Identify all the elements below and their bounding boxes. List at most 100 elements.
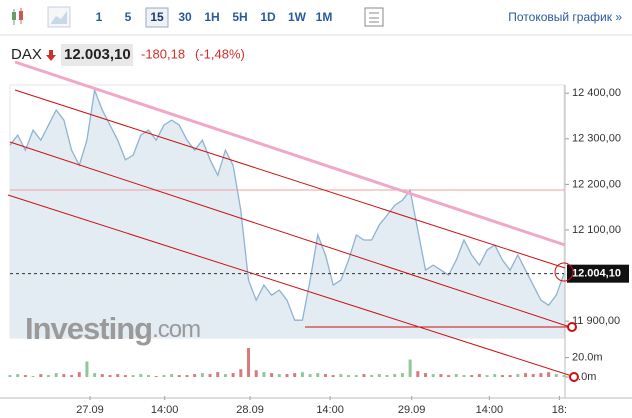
symbol: DAX xyxy=(11,46,42,63)
volume-bar xyxy=(46,375,50,377)
volume-bar xyxy=(362,374,366,377)
interval-button[interactable]: 1W xyxy=(288,10,307,24)
volume-bar xyxy=(300,372,304,377)
area-fill xyxy=(10,90,564,338)
volume-bar xyxy=(331,375,335,377)
volume-bar xyxy=(131,375,135,377)
y-tick-label: 11 900,00 xyxy=(572,315,620,327)
interval-button[interactable]: 5 xyxy=(125,10,132,24)
volume-bar xyxy=(77,372,81,377)
volume-bar xyxy=(408,359,412,377)
settings-icon[interactable] xyxy=(364,7,384,27)
x-tick-label: 14:00 xyxy=(476,404,504,416)
volume-bar xyxy=(247,347,251,377)
volume-bar xyxy=(277,374,281,377)
last-price-box xyxy=(567,264,629,283)
volume-bar xyxy=(185,375,189,377)
y-tick-label: 12 200,00 xyxy=(572,178,621,190)
volume-bar xyxy=(254,370,258,377)
x-tick-label: 28.09 xyxy=(236,404,264,416)
volume-bar xyxy=(23,375,27,377)
volume-bar xyxy=(424,373,427,377)
volume-bar xyxy=(462,375,466,377)
down-arrow xyxy=(46,50,56,61)
volume-bar xyxy=(154,376,158,377)
volume-bar xyxy=(485,375,489,377)
volume-bar xyxy=(285,374,289,377)
volume-bar xyxy=(293,373,297,377)
volume-bar xyxy=(31,376,35,377)
interval-button[interactable]: 15 xyxy=(150,10,164,24)
volume-bar xyxy=(193,374,197,377)
x-tick-label: 18: xyxy=(552,404,567,416)
streaming-link[interactable]: Потоковый график » xyxy=(508,10,622,24)
volume-bar xyxy=(93,373,97,377)
trend-line xyxy=(7,194,576,378)
volume-bar xyxy=(8,375,12,377)
volume-bar xyxy=(231,373,235,377)
volume-bar xyxy=(539,373,543,377)
active-interval-box xyxy=(145,7,169,28)
interval-button[interactable]: 5H xyxy=(232,10,247,24)
volume-bar xyxy=(308,374,312,377)
volume-bar xyxy=(385,375,389,377)
y-tick-label: 0.0m xyxy=(572,371,596,383)
change-percent: (-1,48%) xyxy=(195,46,245,61)
price: 12.003,10 xyxy=(64,46,131,63)
volume-bar xyxy=(508,375,512,377)
x-tick-label: 29.09 xyxy=(398,404,426,416)
volume-bar xyxy=(239,369,243,377)
volume-bar xyxy=(316,373,320,377)
volume-bar xyxy=(531,374,535,377)
volume-bar xyxy=(547,372,551,377)
anchor[interactable] xyxy=(567,322,577,332)
watermark: Investing.com xyxy=(25,311,200,346)
interval-button[interactable]: 30 xyxy=(178,10,192,24)
volume-bar xyxy=(354,375,358,377)
x-tick-label: 14:00 xyxy=(316,404,344,416)
anchor[interactable] xyxy=(554,262,574,282)
x-tick-label: 27.09 xyxy=(76,404,104,416)
volume-bar xyxy=(416,371,420,377)
volume-bar xyxy=(393,374,397,377)
interval-button[interactable]: 1H xyxy=(204,10,219,24)
interval-button[interactable]: 1D xyxy=(260,10,276,24)
trend-line xyxy=(14,60,566,247)
toolbar xyxy=(0,0,632,35)
price-line xyxy=(9,87,565,321)
watermark-brand: Investing xyxy=(25,311,152,346)
volume-bar xyxy=(470,375,474,377)
volume-bar xyxy=(400,373,404,377)
volume-bar xyxy=(216,372,220,377)
trend-line xyxy=(14,89,566,269)
volume-bar xyxy=(323,374,327,377)
volume-bar xyxy=(439,374,443,377)
volume-bar xyxy=(370,375,374,377)
volume-bar xyxy=(70,375,74,377)
anchor[interactable] xyxy=(569,372,579,382)
volume-bar xyxy=(62,374,66,377)
volume-bar xyxy=(162,375,166,377)
y-tick-label: 12 100,00 xyxy=(572,224,621,236)
watermark-suffix: .com xyxy=(152,316,200,343)
volume-bar xyxy=(431,374,435,377)
volume-bar xyxy=(223,374,227,377)
volume-bar xyxy=(170,374,174,377)
volume-bar xyxy=(447,375,451,377)
drawings xyxy=(7,60,579,382)
volume-bar xyxy=(139,374,143,377)
volume-bar xyxy=(477,374,481,377)
y-tick-label: 20.0m xyxy=(572,352,603,364)
interval-button[interactable]: 1M xyxy=(316,10,333,24)
candle-icon xyxy=(12,8,23,25)
volume-bar xyxy=(377,374,381,377)
volume-bar xyxy=(147,375,150,377)
x-tick-label: 14:00 xyxy=(151,404,179,416)
volume-bar xyxy=(39,374,43,377)
volume-bar xyxy=(262,372,266,377)
interval-button[interactable]: 1 xyxy=(96,10,103,24)
volume-bar xyxy=(16,374,20,377)
volume-bar xyxy=(208,374,212,377)
